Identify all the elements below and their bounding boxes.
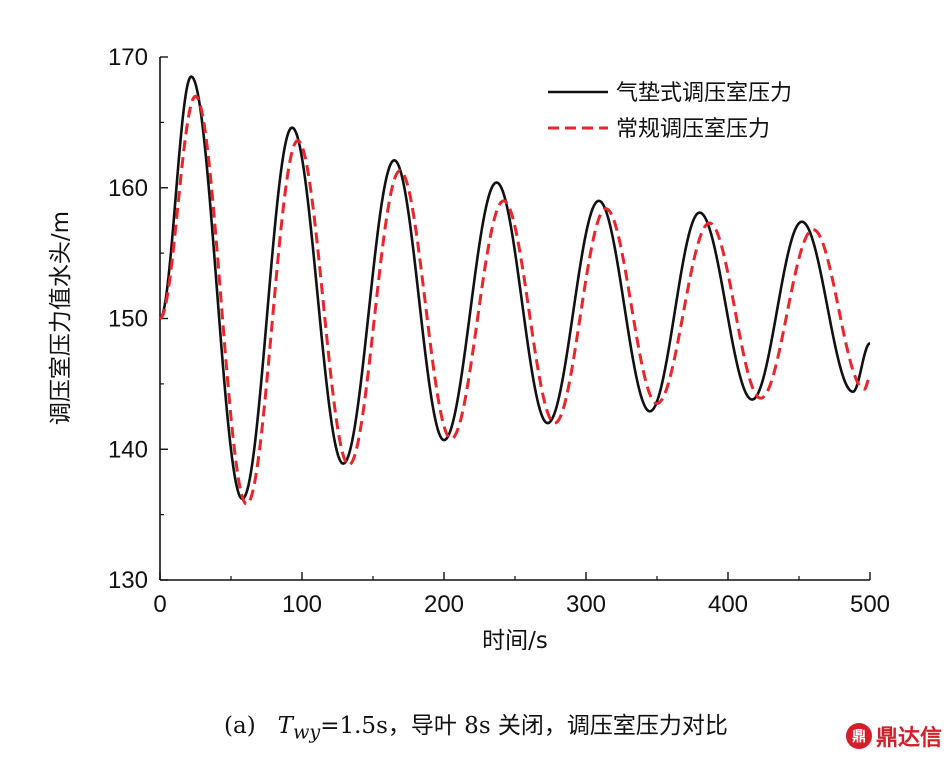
caption-text: =1.5s，导叶 8s 关闭，调压室压力对比	[320, 713, 728, 739]
legend-label-2: 常规调压室压力	[616, 117, 770, 142]
x-tick-label: 500	[850, 591, 890, 618]
caption-subscript: wy	[292, 720, 321, 744]
watermark-text: 鼎达信	[875, 726, 942, 751]
watermark-logo-icon: 鼎	[845, 723, 872, 749]
y-tick-label: 170	[108, 44, 148, 71]
legend-label-1: 气垫式调压室压力	[616, 81, 792, 106]
y-tick-label: 160	[108, 175, 148, 202]
figure-caption: (a) Twy=1.5s，导叶 8s 关闭，调压室压力对比	[0, 706, 952, 744]
y-tick-label: 130	[108, 567, 148, 594]
x-tick-label: 200	[424, 591, 464, 618]
y-axis-title: 调压室压力值水头/m	[48, 211, 74, 425]
x-tick-label: 100	[282, 591, 322, 618]
x-tick-label: 300	[566, 591, 606, 618]
series-line-1	[159, 75, 871, 501]
chart: 0 100 200 300 400 500 130 140 150 160 170 时间/s 调压室…	[48, 44, 890, 654]
watermark: 鼎 鼎达信	[845, 720, 942, 752]
caption-variable: T	[277, 713, 293, 739]
series-line-2	[159, 94, 871, 506]
ticks: 0 100 200 300 400 500 130 140 150 160 170	[108, 44, 890, 618]
caption-prefix: (a)	[224, 713, 278, 739]
x-tick-label: 0	[153, 591, 166, 618]
y-tick-label: 150	[108, 306, 148, 333]
x-tick-label: 400	[708, 591, 748, 618]
x-axis-title: 时间/s	[482, 628, 548, 654]
y-tick-label: 140	[108, 436, 148, 463]
series-lines	[159, 75, 871, 506]
